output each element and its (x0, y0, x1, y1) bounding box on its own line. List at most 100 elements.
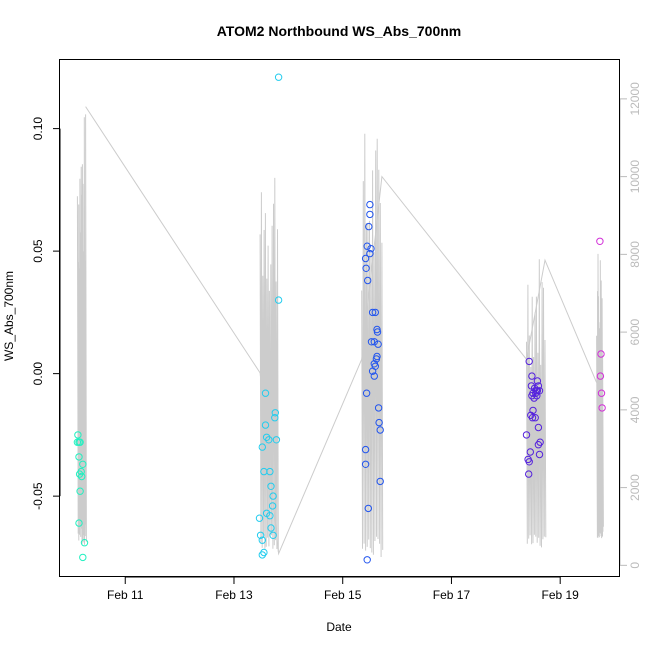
data-point (75, 519, 83, 527)
data-point (256, 531, 265, 539)
secondary-line-burst (76, 114, 87, 545)
secondary-line-connector (85, 106, 598, 556)
data-point (365, 222, 373, 231)
data-point (376, 426, 384, 434)
data-point (79, 553, 87, 562)
data-point (269, 531, 277, 539)
data-point (76, 487, 84, 495)
data-points-layer (73, 73, 606, 564)
data-point (371, 308, 379, 317)
data-point (80, 539, 89, 547)
data-point (362, 389, 371, 397)
data-point (531, 414, 539, 422)
data-point (258, 443, 266, 451)
data-point (525, 357, 533, 366)
data-point (267, 524, 275, 532)
data-point (374, 340, 382, 348)
data-point (376, 477, 384, 486)
data-point (75, 470, 84, 478)
data-point (534, 441, 543, 449)
data-point (364, 276, 372, 285)
data-point (271, 414, 279, 422)
data-point (370, 372, 378, 380)
data-point (266, 467, 274, 476)
x-axis-label: Date (326, 620, 352, 634)
data-point (362, 264, 370, 272)
data-point (262, 433, 271, 441)
data-point (367, 338, 376, 346)
y-axis-label: WS_Abs_700nm (2, 271, 16, 361)
data-point (258, 536, 266, 544)
data-point (78, 472, 86, 481)
y2-tick-label: 4000 (628, 396, 642, 423)
y-tick-label: 0.05 (31, 239, 45, 263)
data-point (533, 377, 542, 385)
data-point (534, 423, 543, 432)
data-point (363, 242, 371, 250)
data-point (265, 436, 273, 444)
data-point (375, 418, 383, 427)
data-point (597, 389, 606, 397)
data-point (268, 502, 277, 510)
y2-tick-label: 0 (628, 562, 642, 569)
data-point (373, 328, 382, 336)
y2-tick-label: 2000 (628, 474, 642, 501)
secondary-line-burst (596, 253, 604, 539)
data-point (364, 504, 372, 513)
data-point (79, 460, 87, 468)
data-point (266, 512, 274, 520)
y-tick-label: 0.10 (31, 117, 45, 141)
data-point (596, 372, 605, 380)
data-point (528, 392, 536, 400)
data-point (522, 431, 531, 439)
data-point (597, 350, 605, 358)
data-point (367, 245, 375, 253)
x-tick-label: Feb 17 (433, 588, 471, 602)
data-point (361, 460, 370, 468)
data-point (535, 450, 544, 459)
y-tick-label: 0.00 (31, 362, 45, 386)
data-point (366, 200, 374, 209)
data-point (366, 249, 374, 258)
data-point (255, 514, 264, 522)
data-point (529, 406, 537, 415)
data-point (368, 367, 377, 375)
data-point (261, 421, 270, 429)
data-point (370, 338, 378, 346)
y2-tick-label: 12000 (628, 82, 642, 116)
data-point (526, 448, 534, 456)
data-point (272, 436, 281, 444)
data-point (525, 458, 533, 466)
data-point (361, 445, 370, 454)
data-point (74, 431, 82, 439)
data-point (525, 470, 533, 478)
data-point (368, 308, 377, 317)
data-point (76, 438, 84, 446)
data-point (258, 551, 266, 559)
data-point (366, 210, 374, 219)
data-point (530, 394, 538, 402)
y2-tick-label: 8000 (628, 241, 642, 268)
data-point (269, 492, 277, 500)
y2-tick-label: 10000 (628, 160, 642, 194)
x-tick-label: Feb 11 (107, 588, 144, 602)
data-point (596, 237, 604, 246)
plot-frame (59, 59, 620, 577)
x-tick-label: Feb 15 (324, 588, 362, 602)
axes-layer: Feb 11 Feb 13 Feb 15 Feb 17 Feb 19 -0.05 0.00 0… (31, 82, 642, 602)
x-tick-label: Feb 13 (215, 588, 253, 602)
data-point (363, 556, 371, 564)
x-tick-label: Feb 19 (542, 588, 580, 602)
data-point (274, 73, 283, 81)
data-point (372, 355, 381, 363)
data-point (75, 453, 83, 461)
data-point (374, 404, 383, 412)
data-point (267, 482, 275, 490)
data-point (271, 409, 279, 417)
data-point (528, 414, 537, 422)
data-point (528, 372, 536, 380)
data-point (261, 389, 270, 397)
data-point (274, 296, 283, 304)
